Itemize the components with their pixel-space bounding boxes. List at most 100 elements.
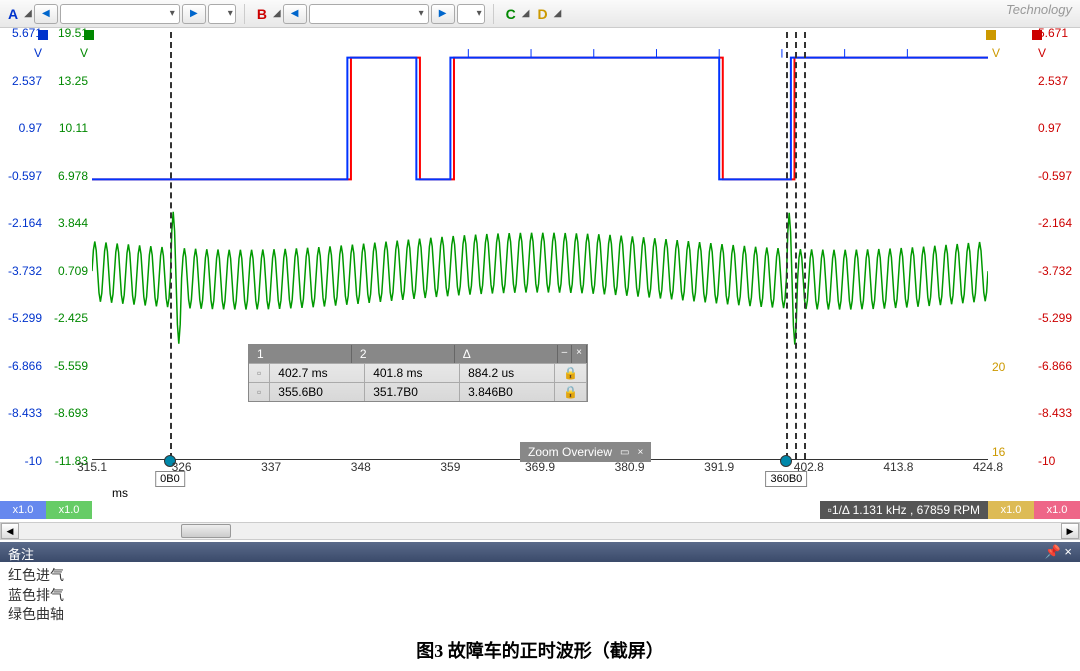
y-tick: -3.732 <box>1034 264 1080 278</box>
pin-icon[interactable]: 📌 × <box>1045 544 1072 560</box>
y-tick: 20 <box>988 360 1034 374</box>
channel-D-group: D◢ <box>533 6 561 22</box>
y-unit: V <box>0 46 46 60</box>
channel-A-range-select[interactable]: ▾ <box>60 4 180 24</box>
y-tick: -8.433 <box>0 406 46 420</box>
x-tick: 337 <box>261 460 281 474</box>
y-tick: -5.299 <box>0 311 46 325</box>
meas-col-2: 2 <box>352 345 455 363</box>
channel-B-group: B◢ ◀ ▾ ▶ ▾ <box>253 4 485 24</box>
y-tick: -0.597 <box>1034 169 1080 183</box>
notes-title: 备注 <box>8 544 34 560</box>
channel-A-coupling-select[interactable]: ▾ <box>208 4 236 24</box>
zoom-overview-label: Zoom Overview <box>528 445 612 459</box>
y-tick: -3.732 <box>0 264 46 278</box>
scroll-left-button[interactable]: ◀ <box>1 523 19 539</box>
zoom-label-C[interactable]: x1.0 <box>988 501 1034 519</box>
y-tick: 0.709 <box>46 264 92 278</box>
lock-icon: 🔒 <box>555 383 587 401</box>
y-tick: 2.537 <box>1034 74 1080 88</box>
channel-B-prev-button[interactable]: ◀ <box>283 4 307 24</box>
channel-C-label: C <box>502 6 520 22</box>
x-axis: 315.1326337348359369.9380.9391.9402.8413… <box>92 460 988 484</box>
notes-body[interactable]: 红色进气蓝色排气绿色曲轴 <box>0 562 1080 629</box>
zoom-label-B[interactable]: x1.0 <box>46 501 92 519</box>
y-tick: -6.866 <box>1034 359 1080 373</box>
x-tick: 359 <box>440 460 460 474</box>
y-tick: 0.97 <box>0 121 46 135</box>
x-tick: 315.1 <box>77 460 107 474</box>
x-tick: 326 <box>172 460 192 474</box>
dropdown-icon: ◢ <box>554 8 562 19</box>
x-tick: 424.8 <box>973 460 1003 474</box>
frequency-readout: ▫1/Δ 1.131 kHz , 67859 RPM <box>820 501 988 519</box>
measurement-row: ▫402.7 ms401.8 ms884.2 us🔒 <box>249 363 587 382</box>
x-tick: 369.9 <box>525 460 555 474</box>
measurement-cell: 351.7B0 <box>365 383 460 401</box>
channel-A-prev-button[interactable]: ◀ <box>34 4 58 24</box>
y-tick: -6.866 <box>0 359 46 373</box>
zoom-overview-panel[interactable]: Zoom Overview ▭ × <box>520 442 651 462</box>
horizontal-scrollbar[interactable]: ◀ ▶ <box>0 522 1080 540</box>
x-tick: 402.8 <box>794 460 824 474</box>
y-unit: V <box>988 46 1034 60</box>
time-cursor[interactable] <box>804 32 806 459</box>
time-cursor[interactable] <box>795 32 797 459</box>
note-line: 红色进气 <box>8 566 1072 586</box>
y-tick: -5.299 <box>1034 311 1080 325</box>
bullet-icon: ▫ <box>249 364 270 382</box>
y-tick: -10 <box>0 454 46 468</box>
toolbar: A◢ ◀ ▾ ▶ ▾ B◢ ◀ ▾ ▶ ▾ C◢ D◢ Technology <box>0 0 1080 28</box>
x-axis-unit: ms <box>112 486 128 500</box>
y-tick: 3.844 <box>46 216 92 230</box>
notes-header[interactable]: 备注 📌 × <box>0 542 1080 562</box>
y-tick: -2.164 <box>1034 216 1080 230</box>
y-tick: 0.97 <box>1034 121 1080 135</box>
measurement-cell: 884.2 us <box>460 364 555 382</box>
measurement-row: ▫355.6B0351.7B03.846B0🔒 <box>249 382 587 401</box>
close-icon[interactable]: × <box>637 447 643 458</box>
time-cursor[interactable] <box>786 32 788 459</box>
y-tick: 10.11 <box>46 121 92 135</box>
channel-B-next-button[interactable]: ▶ <box>431 4 455 24</box>
minimize-icon[interactable]: – <box>558 345 573 363</box>
close-icon[interactable]: × <box>572 345 587 363</box>
channel-B-label: B <box>253 6 271 22</box>
channel-B-coupling-select[interactable]: ▾ <box>457 4 485 24</box>
channel-marker-icon <box>1032 30 1042 40</box>
x-tick: 380.9 <box>615 460 645 474</box>
zoom-label-A[interactable]: x1.0 <box>0 501 46 519</box>
meas-col-delta: Δ <box>455 345 558 363</box>
measurement-cell: 355.6B0 <box>270 383 365 401</box>
note-line: 绿色曲轴 <box>8 605 1072 625</box>
channel-A-group: A◢ ◀ ▾ ▶ ▾ <box>4 4 236 24</box>
zoom-label-D[interactable]: x1.0 <box>1034 501 1080 519</box>
x-tick: 391.9 <box>704 460 734 474</box>
channel-D-label: D <box>533 6 551 22</box>
scroll-thumb[interactable] <box>181 524 231 538</box>
y-tick: -8.433 <box>1034 406 1080 420</box>
separator <box>493 4 494 24</box>
y-tick: 16 <box>988 445 1034 459</box>
y-unit: V <box>1034 46 1080 60</box>
measurement-header: 1 2 Δ – × <box>249 345 587 363</box>
figure-caption: 图3 故障车的正时波形（截屏） <box>0 637 1080 663</box>
dropdown-icon: ◢ <box>273 8 281 19</box>
y-unit: V <box>46 46 92 60</box>
channel-B-range-select[interactable]: ▾ <box>309 4 429 24</box>
dropdown-icon: ◢ <box>522 8 530 19</box>
channel-A-next-button[interactable]: ▶ <box>182 4 206 24</box>
y-tick: 13.25 <box>46 74 92 88</box>
channel-C-group: C◢ <box>502 6 530 22</box>
lock-icon: 🔒 <box>555 364 587 382</box>
note-line: 蓝色排气 <box>8 586 1072 606</box>
y-tick: 6.978 <box>46 169 92 183</box>
time-cursor[interactable] <box>170 32 172 459</box>
dropdown-icon: ◢ <box>24 8 32 19</box>
restore-icon[interactable]: ▭ <box>620 447 629 458</box>
meas-col-1: 1 <box>249 345 352 363</box>
measurement-panel[interactable]: 1 2 Δ – × ▫402.7 ms401.8 ms884.2 us🔒▫355… <box>248 344 588 402</box>
channel-A-label: A <box>4 6 22 22</box>
scroll-right-button[interactable]: ▶ <box>1061 523 1079 539</box>
y-tick: 2.537 <box>0 74 46 88</box>
